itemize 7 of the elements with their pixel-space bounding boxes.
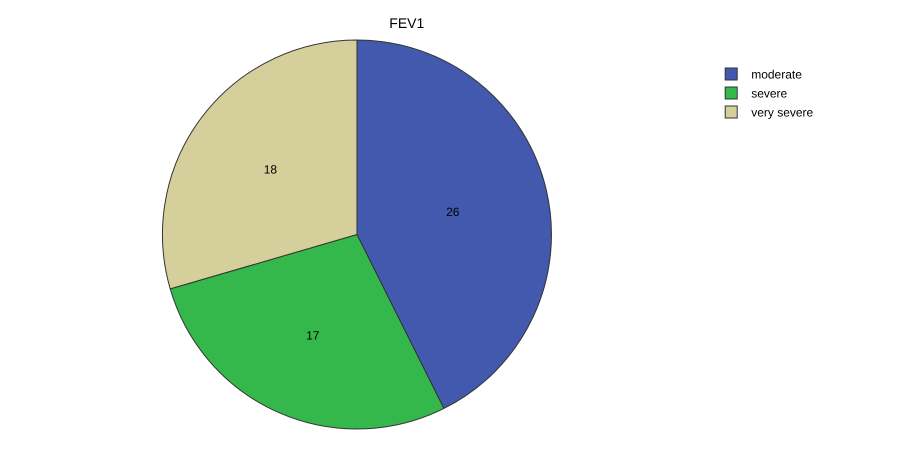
data-label: 26 — [446, 204, 460, 219]
data-label: 17 — [306, 328, 320, 342]
chart-title: FEV1 — [389, 14, 425, 31]
legend-label: moderate — [751, 68, 802, 82]
data-label: 18 — [264, 162, 278, 177]
legend-label: very severe — [751, 106, 814, 120]
legend-label: severe — [751, 86, 788, 101]
